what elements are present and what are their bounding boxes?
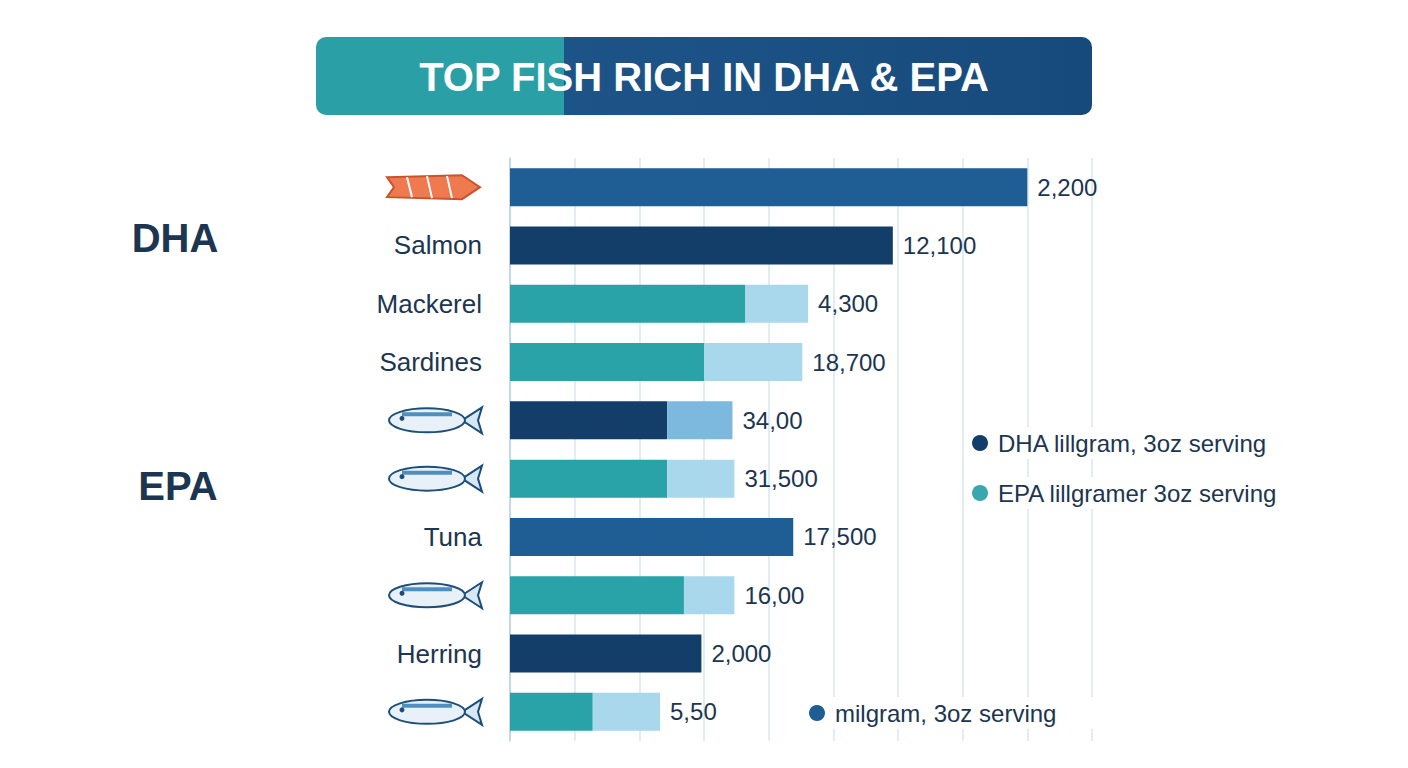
- svg-text:Mackerel: Mackerel: [377, 289, 482, 319]
- svg-text:Tuna: Tuna: [424, 522, 483, 552]
- svg-text:TOP FISH RICH IN DHA & EPA: TOP FISH RICH IN DHA & EPA: [419, 55, 989, 99]
- svg-text:DHA lillgram, 3oz serving: DHA lillgram, 3oz serving: [998, 430, 1266, 457]
- svg-text:18,700: 18,700: [812, 349, 885, 376]
- svg-text:5,50: 5,50: [670, 698, 717, 725]
- svg-text:EPA lillgramer 3oz serving: EPA lillgramer 3oz serving: [998, 480, 1276, 507]
- svg-text:EPA: EPA: [138, 464, 217, 508]
- svg-text:16,00: 16,00: [744, 582, 804, 609]
- svg-text:2,200: 2,200: [1037, 174, 1097, 201]
- svg-text:34,00: 34,00: [742, 407, 802, 434]
- svg-text:DHA: DHA: [132, 216, 219, 260]
- svg-text:Herring: Herring: [397, 639, 482, 669]
- svg-text:2,000: 2,000: [711, 640, 771, 667]
- svg-text:12,100: 12,100: [903, 232, 976, 259]
- svg-text:17,500: 17,500: [803, 523, 876, 550]
- svg-text:milgram, 3oz serving: milgram, 3oz serving: [835, 700, 1056, 727]
- svg-text:31,500: 31,500: [744, 465, 817, 492]
- svg-text:Sardines: Sardines: [379, 347, 482, 377]
- svg-text:Salmon: Salmon: [394, 230, 482, 260]
- svg-text:4,300: 4,300: [818, 290, 878, 317]
